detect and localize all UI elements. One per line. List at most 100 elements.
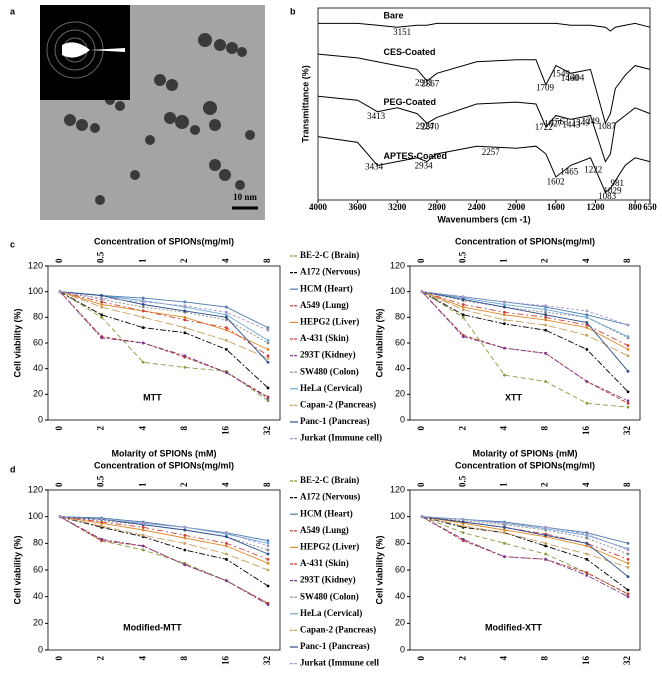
y-tick-label: 100 [390,511,405,521]
point-marker [461,297,465,301]
y-tick-label: 80 [395,538,405,548]
point-marker [225,535,228,539]
y-tick-label: 20 [395,618,405,628]
point-marker [183,365,187,369]
legend-label: Capan-2 (Pancreas) [300,399,376,409]
series-line [59,516,269,587]
point-marker [544,313,547,317]
point-marker [503,525,506,529]
point-marker [266,552,270,556]
y-axis-label: Cell viability (%) [374,535,384,604]
panel-label: c [10,239,15,249]
point-marker [585,348,589,351]
point-marker [503,305,506,309]
point-marker [141,525,145,529]
point-marker [266,539,270,543]
y-axis-label: Cell viability (%) [12,308,22,377]
point-marker [461,303,465,306]
top-tick-label: 4 [220,258,230,263]
y-tick-label: 120 [390,260,405,270]
point-marker [503,346,506,350]
top-tick-label: 4 [581,258,591,263]
y-axis-label: Cell viability (%) [12,535,22,604]
y-tick-label: 20 [395,389,405,399]
top-tick-label: 0.5 [96,251,106,263]
point-marker [183,525,187,529]
y-tick-label: 100 [390,286,405,296]
point-marker [626,335,630,338]
point-marker [585,315,589,319]
x-tick-label: 0 [416,656,426,661]
point-marker [100,313,103,317]
point-marker [626,348,630,351]
legend-label: HeLa (Cervical) [300,383,362,393]
point-marker [461,313,465,317]
point-marker [225,541,228,545]
series-line [59,291,269,357]
point-marker [141,296,145,300]
point-marker [544,304,547,308]
y-tick-label: 60 [395,564,405,574]
point-marker [503,528,506,532]
x-tick-label: 3600 [349,202,368,212]
point-marker [266,339,270,342]
point-marker [585,571,589,575]
series-line [59,516,269,542]
series-line [421,291,629,402]
point-marker [626,588,630,592]
point-marker [544,557,547,561]
point-marker [225,544,228,548]
point-marker [266,386,270,390]
x-axis-label: Molarity of SPIONs (mM) [472,448,577,458]
legend-label: SW480 (Colon) [300,366,359,376]
point-marker [626,390,630,394]
point-marker [266,544,270,548]
series-line [59,516,269,604]
point-marker [266,328,270,332]
point-marker [225,326,228,329]
series-line [421,291,629,357]
point-marker [141,315,145,319]
top-axis-title: Concentration of SPIONs(mg/ml) [94,236,234,246]
y-tick-label: 120 [28,484,43,494]
point-marker [141,341,145,345]
point-marker [58,290,62,294]
peak-label: 981 [610,178,624,188]
x-tick-label: 1200 [586,202,605,212]
point-marker [461,517,465,521]
x-tick-label: 8 [179,656,189,661]
point-marker [183,300,187,304]
point-marker [420,290,424,294]
x-tick-label: 0 [54,426,64,431]
curve-label: PEG-Coated [383,97,436,107]
point-marker [266,557,270,561]
top-tick-label: 2 [540,482,550,487]
panel-label: a [10,6,16,16]
y-tick-label: 20 [33,618,43,628]
x-tick-label: 16 [581,656,591,666]
top-tick-label: 2 [179,258,189,263]
legend-label: Jurkat (Immune cell [300,658,379,668]
point-marker [626,565,630,569]
legend-label: Capan-2 (Pancreas) [300,624,376,634]
point-marker [585,552,589,556]
series-line [59,516,269,560]
point-marker [58,515,62,519]
point-marker [266,326,270,329]
x-tick-label: 3200 [388,202,407,212]
peak-label: 1349 [572,117,591,127]
point-marker [141,360,145,364]
series-line [59,291,269,359]
point-marker [585,544,589,548]
point-marker [585,321,589,324]
legend-label: SW480 (Colon) [300,591,359,601]
y-tick-label: 100 [28,286,43,296]
point-marker [461,520,465,524]
point-marker [544,533,547,537]
point-marker [183,536,187,540]
point-marker [503,555,506,559]
legend-label: 293T (Kidney) [300,575,356,585]
legend-label: Panc-1 (Pancreas) [300,416,370,426]
peak-label: 2257 [482,147,501,157]
